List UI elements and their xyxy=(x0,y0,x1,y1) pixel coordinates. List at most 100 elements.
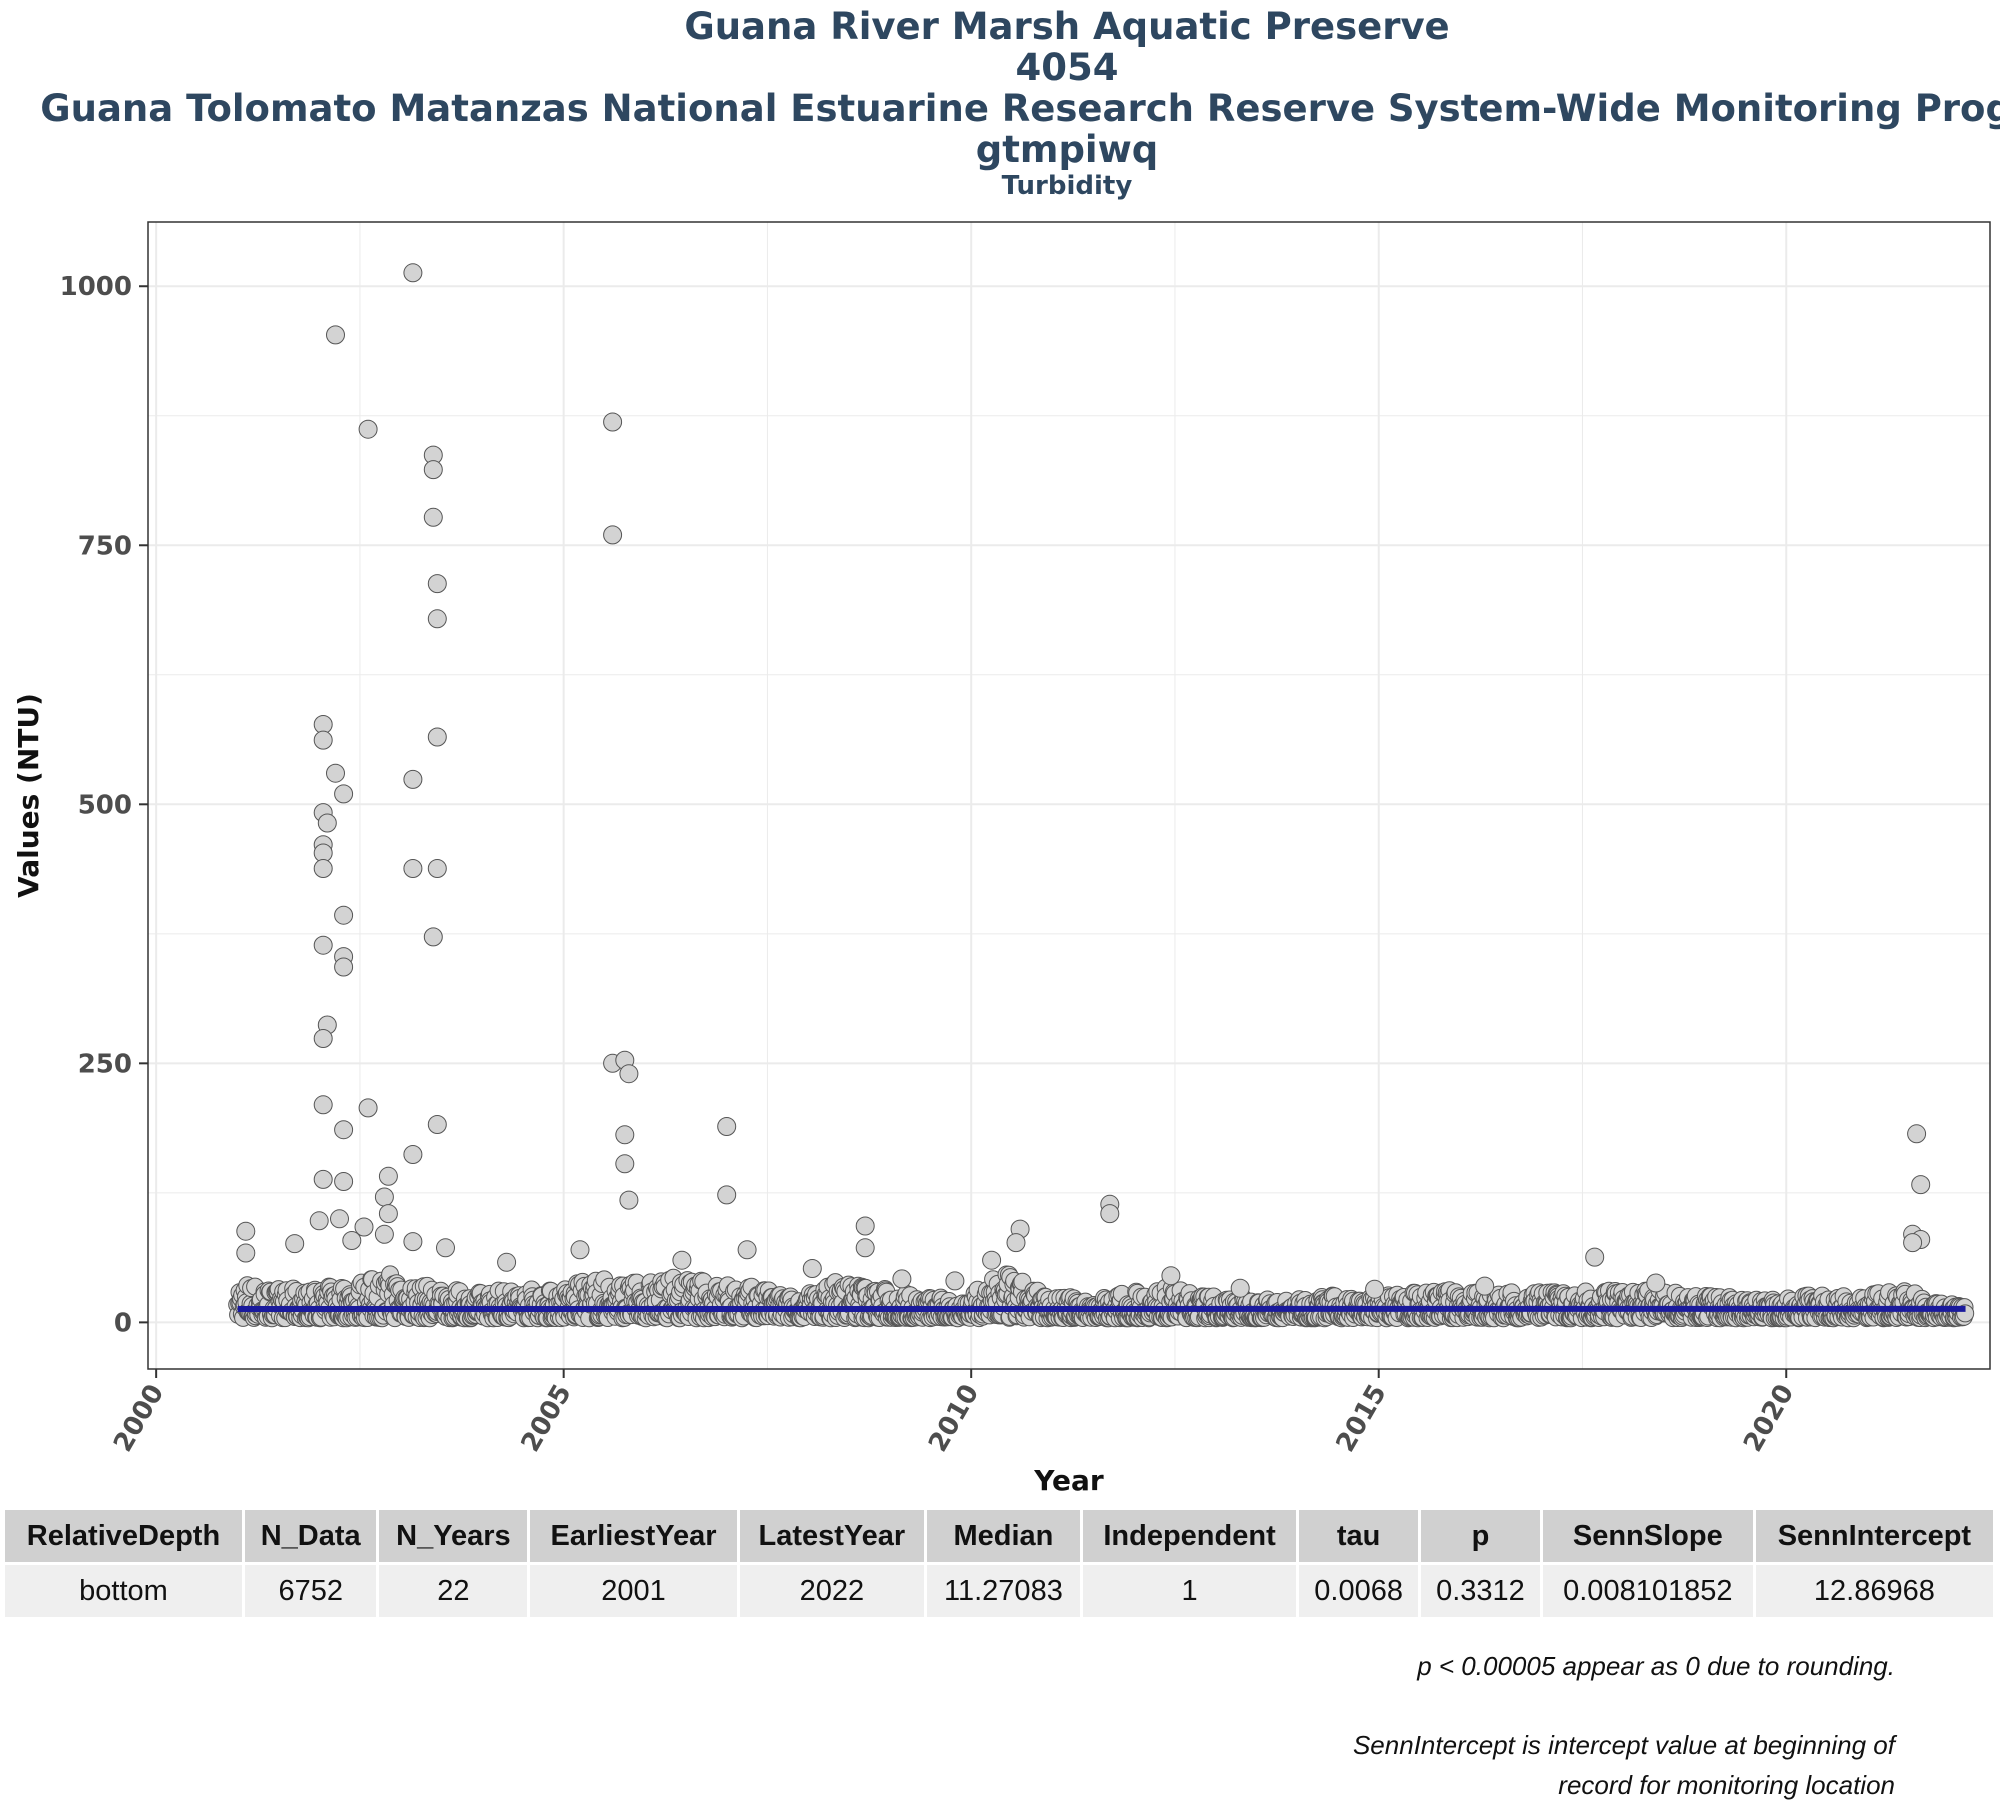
data-point xyxy=(286,1235,304,1253)
x-tick-label: 2015 xyxy=(1331,1380,1393,1458)
data-point xyxy=(1476,1277,1494,1295)
y-tick-label: 750 xyxy=(78,531,132,561)
data-point xyxy=(856,1239,874,1257)
y-tick-label: 0 xyxy=(114,1308,132,1338)
data-point xyxy=(498,1253,516,1271)
cell-relative-depth: bottom xyxy=(5,1564,243,1618)
data-point xyxy=(428,860,446,878)
data-point xyxy=(359,420,377,438)
data-point xyxy=(314,1030,332,1048)
data-point xyxy=(1586,1248,1604,1266)
cell-senn-intercept: 12.86968 xyxy=(1754,1564,1994,1618)
cell-p: 0.3312 xyxy=(1420,1564,1542,1618)
data-point xyxy=(1912,1176,1930,1194)
x-tick-label: 2005 xyxy=(516,1380,578,1458)
data-point xyxy=(375,1225,393,1243)
data-point xyxy=(1231,1279,1249,1297)
data-point xyxy=(335,1121,353,1139)
x-tick-label: 2000 xyxy=(108,1380,170,1458)
data-point xyxy=(424,508,442,526)
data-point xyxy=(379,1167,397,1185)
data-point xyxy=(314,1170,332,1188)
stats-data-row: bottom 6752 22 2001 2022 11.27083 1 0.00… xyxy=(5,1564,1995,1618)
data-point xyxy=(424,461,442,479)
header-relative-depth: RelativeDepth xyxy=(5,1510,243,1564)
data-point xyxy=(437,1239,455,1257)
data-point xyxy=(856,1217,874,1235)
cell-senn-slope: 0.008101852 xyxy=(1541,1564,1754,1618)
header-latest-year: LatestYear xyxy=(738,1510,925,1564)
data-point xyxy=(604,413,622,431)
data-point xyxy=(673,1251,691,1269)
data-point xyxy=(375,1188,393,1206)
y-tick-label: 250 xyxy=(78,1049,132,1079)
data-point xyxy=(1162,1267,1180,1285)
data-point xyxy=(404,264,422,282)
data-point xyxy=(718,1118,736,1136)
data-point xyxy=(327,764,345,782)
data-point xyxy=(314,731,332,749)
data-point xyxy=(310,1212,328,1230)
data-point xyxy=(318,814,336,832)
y-tick-label: 1000 xyxy=(60,272,132,302)
data-point xyxy=(314,860,332,878)
cell-n-data: 6752 xyxy=(243,1564,377,1618)
data-point xyxy=(331,1210,349,1228)
data-point xyxy=(616,1126,634,1144)
data-point xyxy=(314,936,332,954)
data-point xyxy=(359,1099,377,1117)
data-point xyxy=(404,770,422,788)
data-point xyxy=(1647,1274,1665,1292)
data-point xyxy=(424,928,442,946)
data-point xyxy=(604,526,622,544)
header-median: Median xyxy=(926,1510,1082,1564)
data-point xyxy=(404,1233,422,1251)
data-point xyxy=(335,785,353,803)
header-earliest-year: EarliestYear xyxy=(529,1510,738,1564)
data-point xyxy=(428,610,446,628)
data-point xyxy=(1908,1125,1926,1143)
data-point xyxy=(404,860,422,878)
stats-header-row: RelativeDepth N_Data N_Years EarliestYea… xyxy=(5,1510,1995,1564)
cell-independent: 1 xyxy=(1081,1564,1297,1618)
x-tick-label: 2010 xyxy=(923,1380,985,1458)
intercept-note-line2: record for monitoring location xyxy=(1558,1765,1895,1805)
data-point xyxy=(428,1116,446,1134)
x-axis-title: Year xyxy=(1033,1464,1104,1497)
data-point xyxy=(237,1244,255,1262)
header-tau: tau xyxy=(1298,1510,1420,1564)
cell-tau: 0.0068 xyxy=(1298,1564,1420,1618)
data-point xyxy=(616,1155,634,1173)
intercept-note-line1: SennIntercept is intercept value at begi… xyxy=(1353,1725,1895,1765)
cell-latest-year: 2022 xyxy=(738,1564,925,1618)
cell-n-years: 22 xyxy=(378,1564,529,1618)
data-point xyxy=(428,575,446,593)
data-point xyxy=(946,1272,964,1290)
data-point xyxy=(571,1241,589,1259)
plot-border xyxy=(148,222,1990,1369)
data-point xyxy=(404,1146,422,1164)
data-point xyxy=(343,1232,361,1250)
header-n-years: N_Years xyxy=(378,1510,529,1564)
header-n-data: N_Data xyxy=(243,1510,377,1564)
header-p: p xyxy=(1420,1510,1542,1564)
data-points xyxy=(229,264,1974,1327)
grid-lines xyxy=(148,222,1990,1369)
data-point xyxy=(1101,1205,1119,1223)
data-point xyxy=(738,1241,756,1259)
data-point xyxy=(983,1251,1001,1269)
header-senn-slope: SennSlope xyxy=(1541,1510,1754,1564)
data-point xyxy=(335,906,353,924)
data-point xyxy=(803,1260,821,1278)
data-point xyxy=(314,1096,332,1114)
data-point xyxy=(718,1186,736,1204)
data-point xyxy=(620,1065,638,1083)
data-point xyxy=(1007,1234,1025,1252)
data-point xyxy=(620,1191,638,1209)
data-point xyxy=(428,728,446,746)
y-tick-label: 500 xyxy=(78,790,132,820)
stats-table: RelativeDepth N_Data N_Years EarliestYea… xyxy=(5,1510,1996,1617)
data-point xyxy=(893,1270,911,1288)
cell-median: 11.27083 xyxy=(926,1564,1082,1618)
